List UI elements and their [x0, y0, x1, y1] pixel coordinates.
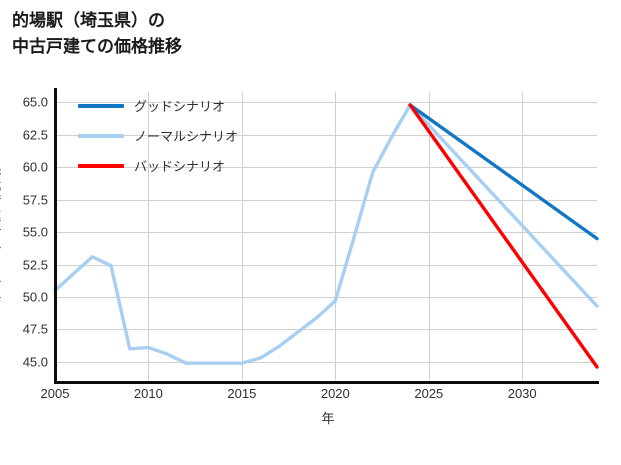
gridline-y: [55, 361, 597, 363]
gridline-y: [55, 232, 597, 234]
gridline-x: [428, 92, 430, 380]
x-axis-label: 年: [321, 411, 335, 426]
gridline-y: [55, 329, 597, 331]
legend-item-good[interactable]: グッドシナリオ: [78, 96, 238, 115]
y-tick-label: 55.0: [22, 224, 48, 240]
y-tick-label: 50.0: [22, 289, 48, 305]
y-tick-label: 47.5: [22, 321, 48, 337]
x-tick-label: 2010: [133, 386, 163, 401]
series-line: [53, 103, 599, 365]
y-tick-label: 65.0: [22, 94, 48, 110]
gridline-x: [335, 92, 337, 380]
y-tick-label: 60.0: [22, 159, 48, 175]
chart-legend: グッドシナリオ ノーマルシナリオ バッドシナリオ: [78, 96, 238, 175]
series-lines: [53, 103, 599, 369]
y-tick-label: 45.0: [22, 354, 48, 370]
legend-label: グッドシナリオ: [134, 99, 226, 114]
gridline-y: [55, 102, 597, 104]
x-tick-label: 2030: [507, 386, 537, 401]
legend-label: バッドシナリオ: [134, 159, 226, 174]
gridline-x: [241, 92, 243, 380]
gridline-x: [148, 92, 150, 380]
legend-item-bad[interactable]: バッドシナリオ: [78, 156, 238, 175]
gridline-y: [55, 264, 597, 266]
legend-swatch-icon: [78, 163, 124, 168]
x-tick-label: 2015: [227, 386, 257, 401]
x-tick-label: 2020: [320, 386, 350, 401]
x-axis-spine: [54, 381, 599, 384]
plot-area: [53, 92, 599, 380]
gridline-y: [55, 297, 597, 298]
x-tick-label: 2025: [414, 386, 444, 401]
y-tick-label: 62.5: [22, 127, 48, 143]
gridline-y: [55, 199, 597, 201]
legend-swatch-icon: [78, 133, 124, 138]
legend-swatch-icon: [78, 103, 124, 108]
x-tick-label: 2005: [40, 386, 70, 401]
gridline-x: [522, 92, 524, 380]
chart-title: 的場駅（埼玉県）の 中古戸建ての価格推移: [12, 11, 182, 56]
y-axis-spine: [54, 88, 57, 384]
y-tick-label: 57.5: [22, 192, 48, 208]
legend-item-normal[interactable]: ノーマルシナリオ: [78, 126, 238, 145]
gridline-y: [55, 134, 597, 136]
legend-label: ノーマルシナリオ: [134, 129, 239, 144]
y-tick-label: 52.5: [22, 257, 48, 272]
y-axis-ticks: 45.0 47.5 50.0 52.5 55.0 57.5 60.0 62.5 65.0: [0, 0, 48, 465]
series-line: [408, 103, 599, 369]
y-axis-label: 坪（3.3㎡）単価（万円）: [0, 157, 3, 307]
series-line: [408, 103, 599, 241]
gridline-y: [55, 167, 597, 169]
